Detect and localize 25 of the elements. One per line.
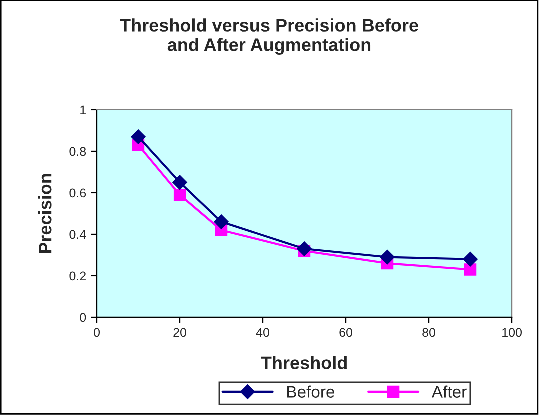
y-tick-label: 0.2: [70, 272, 86, 281]
x-tick-label: 40: [256, 328, 270, 338]
y-tick-label: 0: [80, 313, 86, 322]
x-axis-title: Threshold: [261, 356, 347, 370]
point: [172, 175, 188, 190]
legend-label: After: [432, 386, 467, 398]
point: [131, 130, 146, 144]
point: [463, 252, 478, 267]
x-tick-label: 60: [340, 328, 352, 338]
point: [380, 250, 395, 265]
y-tick-label: 0.8: [70, 147, 86, 156]
y-axis-title: Precision: [38, 174, 52, 254]
point: [214, 214, 229, 230]
y-tick-label: 0.4: [70, 230, 86, 240]
point: [464, 264, 477, 276]
x-tick-label: 80: [422, 328, 436, 338]
point: [174, 188, 186, 202]
x-tick-label: 0: [94, 328, 100, 338]
point: [297, 242, 312, 256]
y-tick-label: 0.6: [70, 188, 86, 198]
legend-label: Before: [288, 386, 335, 398]
x-tick-label: 20: [174, 328, 186, 338]
chart-title: Threshold versus Precision Before and After Augmentation: [120, 18, 418, 56]
y-tick-label: 1: [80, 106, 86, 115]
x-tick-label: 100: [502, 328, 522, 338]
